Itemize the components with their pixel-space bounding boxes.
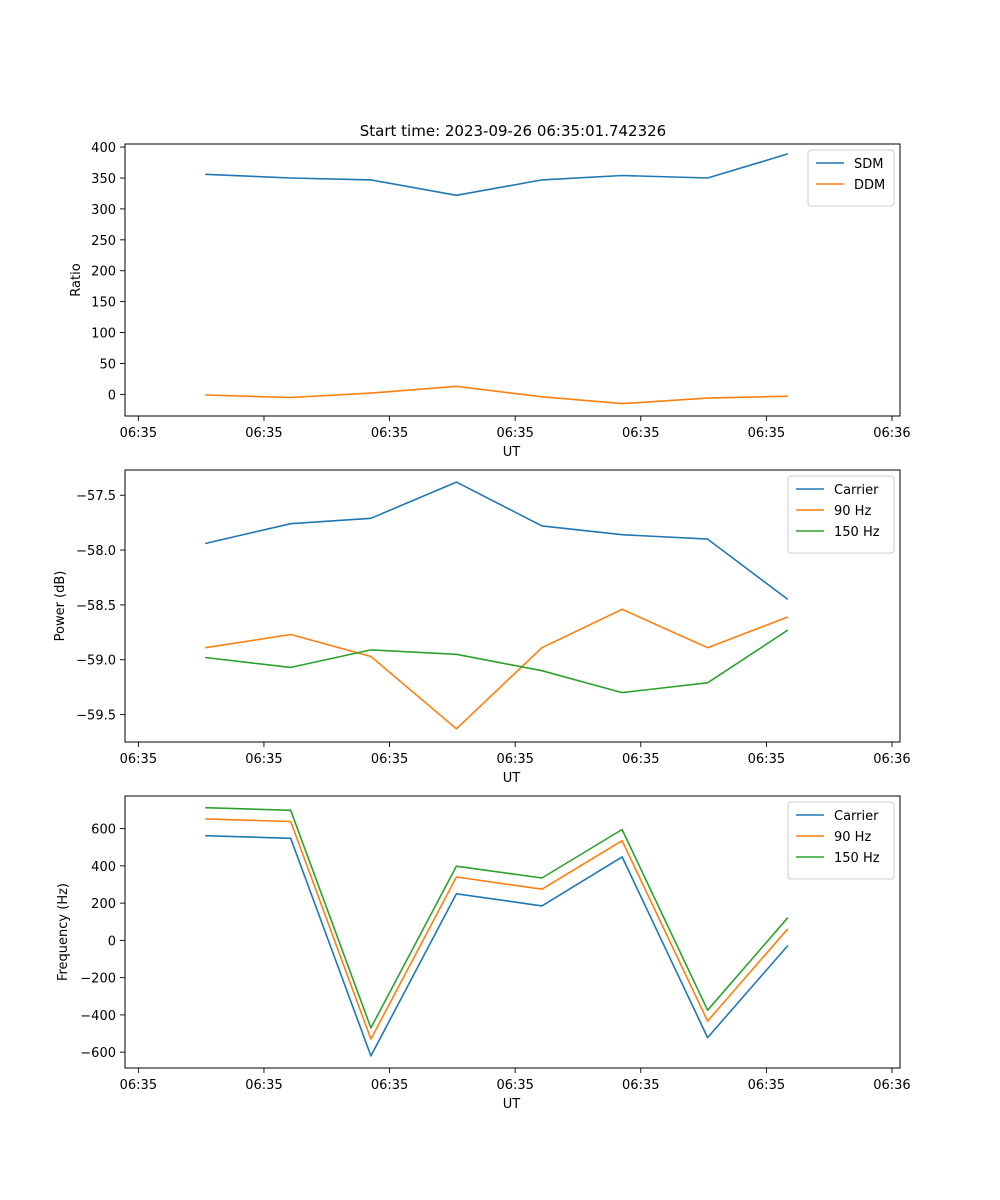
legend-label: 90 Hz (834, 830, 871, 845)
y-tick-label: 50 (99, 357, 116, 372)
series-line-90-hz (205, 818, 789, 1040)
y-tick-label: −58.0 (76, 544, 116, 559)
plot-area-frame (124, 143, 901, 417)
legend-label: DDM (854, 178, 885, 193)
x-tick-label: 06:35 (496, 752, 533, 767)
x-tick-label: 06:36 (873, 752, 910, 767)
y-tick-label: 300 (91, 203, 116, 218)
legend-label: 150 Hz (834, 525, 880, 540)
chart-panel-1: 06:35 06:35 06:35 06:35 06:35 06:35 06:36 0 50 10… (69, 141, 911, 460)
figure-title: Start time: 2023-09-26 06:35:01.742326 (360, 122, 666, 140)
series-line-90-hz (205, 608, 789, 730)
y-tick-label: 200 (91, 897, 116, 912)
x-tick-label: 06:35 (245, 426, 282, 441)
x-tick-label: 06:35 (120, 752, 157, 767)
y-axis-label: Power (dB) (53, 571, 68, 642)
x-tick-label: 06:35 (496, 426, 533, 441)
series-line-carrier (205, 834, 789, 1057)
series-line-sdm (205, 153, 789, 197)
legend: Carrier 90 Hz 150 Hz (787, 801, 895, 880)
y-tick-label: −59.0 (76, 654, 116, 669)
y-tick-label: −600 (80, 1046, 116, 1061)
y-tick-label: −58.5 (76, 599, 116, 614)
y-tick-label: 400 (91, 141, 116, 156)
x-tick-label: 06:36 (873, 426, 910, 441)
plot-area-frame (124, 795, 901, 1069)
x-tick-label: 06:36 (873, 1078, 910, 1093)
x-tick-label: 06:35 (371, 426, 408, 441)
plot-area-frame (124, 469, 901, 743)
x-tick-label: 06:35 (622, 1078, 659, 1093)
legend-box (807, 149, 895, 207)
y-tick-label: −200 (80, 972, 116, 987)
series-line-ddm (205, 385, 788, 405)
y-axis-label: Frequency (Hz) (56, 883, 71, 981)
y-tick-label: −59.5 (76, 709, 116, 724)
x-tick-label: 06:35 (496, 1078, 533, 1093)
y-tick-label: 100 (91, 327, 116, 342)
y-axis-label: Ratio (69, 263, 84, 296)
legend: Carrier 90 Hz 150 Hz (787, 475, 895, 554)
series-line-150-hz (205, 806, 789, 1029)
x-tick-label: 06:35 (245, 1078, 282, 1093)
x-tick-label: 06:35 (120, 426, 157, 441)
series-line-carrier (205, 481, 789, 601)
chart-panel-3: 06:35 06:35 06:35 06:35 06:35 06:35 06:36 600 40… (56, 795, 911, 1112)
legend-box (787, 475, 895, 554)
x-axis-label: UT (503, 1097, 521, 1112)
legend-label: 150 Hz (834, 851, 880, 866)
y-tick-label: 0 (108, 388, 116, 403)
y-tick-label: 350 (91, 172, 116, 187)
x-tick-label: 06:35 (622, 426, 659, 441)
legend-box (787, 801, 895, 880)
legend-label: Carrier (834, 809, 879, 824)
y-tick-label: 400 (91, 860, 116, 875)
y-tick-label: 200 (91, 265, 116, 280)
x-tick-label: 06:35 (622, 752, 659, 767)
legend-label: SDM (854, 157, 883, 172)
x-axis-label: UT (503, 445, 521, 460)
legend: SDM DDM (807, 149, 895, 207)
chart-panel-2: 06:35 06:35 06:35 06:35 06:35 06:35 06:36 −57.5… (53, 469, 911, 786)
x-tick-label: 06:35 (748, 752, 785, 767)
panels: 06:35 06:35 06:35 06:35 06:35 06:35 06:36 0 50 10… (53, 141, 911, 1112)
x-tick-label: 06:35 (371, 1078, 408, 1093)
x-tick-label: 06:35 (371, 752, 408, 767)
y-tick-label: −400 (80, 1009, 116, 1024)
y-tick-label: 0 (108, 934, 116, 949)
series-line-150-hz (205, 629, 789, 694)
x-axis-label: UT (503, 771, 521, 786)
x-tick-label: 06:35 (748, 426, 785, 441)
y-tick-label: 250 (91, 234, 116, 249)
legend-label: 90 Hz (834, 504, 871, 519)
legend-label: Carrier (834, 483, 879, 498)
x-tick-label: 06:35 (748, 1078, 785, 1093)
x-tick-label: 06:35 (120, 1078, 157, 1093)
y-tick-label: −57.5 (76, 489, 116, 504)
y-tick-label: 600 (91, 823, 116, 838)
x-tick-label: 06:35 (245, 752, 282, 767)
y-tick-label: 150 (91, 296, 116, 311)
